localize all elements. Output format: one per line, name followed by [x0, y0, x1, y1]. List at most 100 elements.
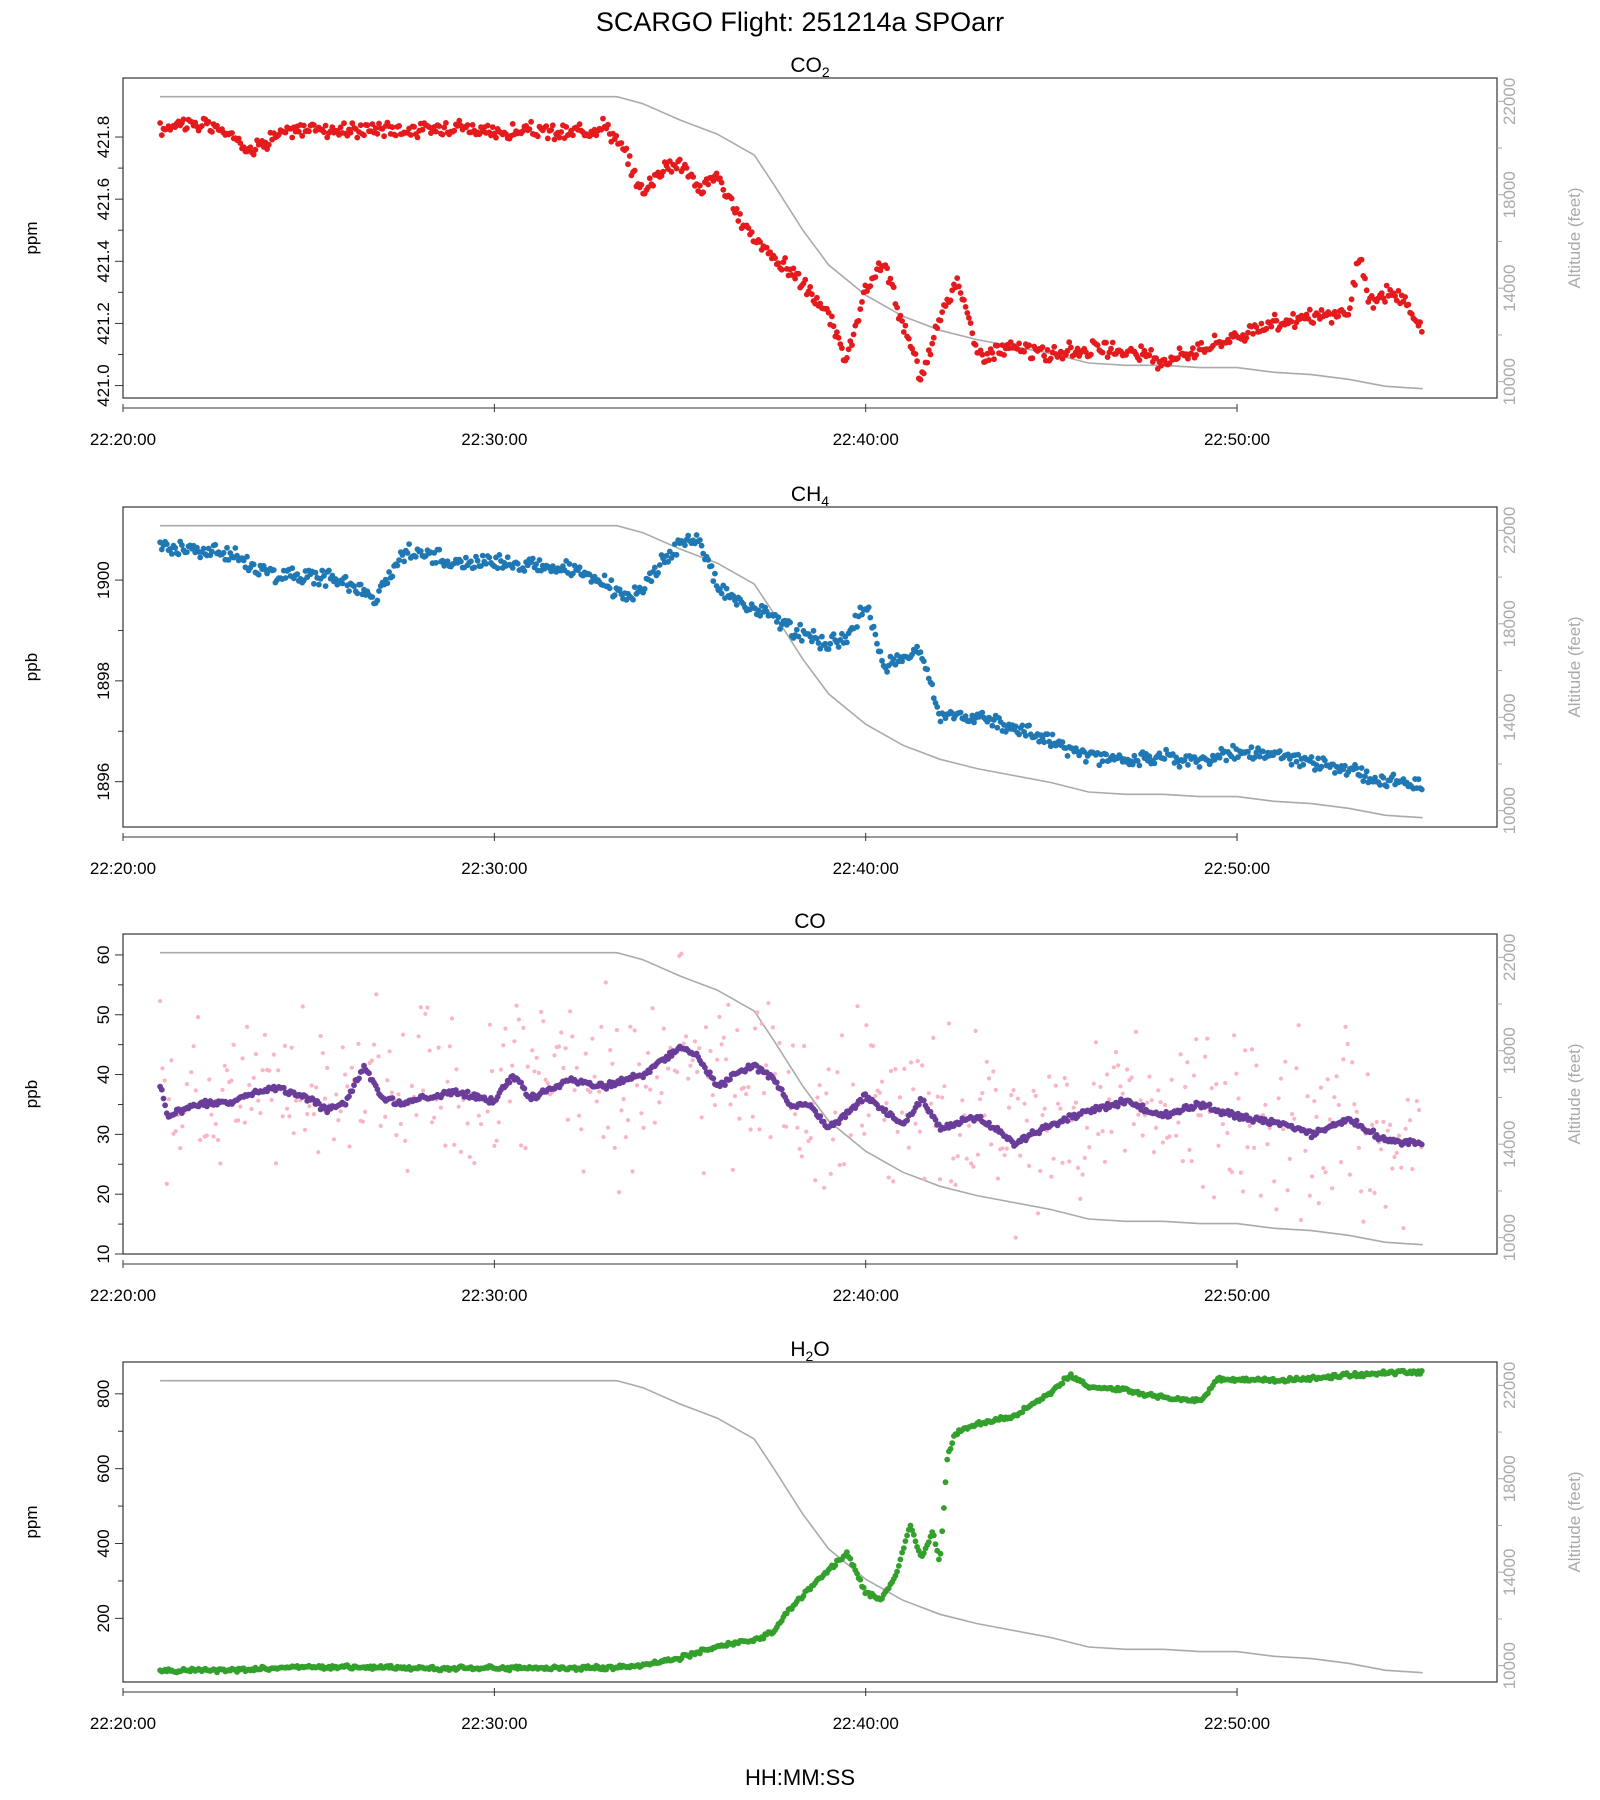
- data-point: [850, 1562, 857, 1569]
- co-raw-point: [465, 1121, 470, 1126]
- data-point: [1103, 751, 1109, 758]
- data-point: [433, 128, 439, 135]
- data-point: [1064, 753, 1071, 759]
- data-point: [576, 564, 583, 571]
- co-raw-point: [830, 1137, 836, 1142]
- co-raw-point: [986, 1076, 992, 1081]
- co-raw-point: [1316, 1201, 1321, 1206]
- data-point: [349, 120, 356, 127]
- data-point: [1158, 362, 1164, 369]
- data-point: [1190, 345, 1196, 351]
- co-raw-point: [236, 1118, 241, 1123]
- data-point: [809, 638, 815, 645]
- co-raw-point: [494, 1138, 499, 1143]
- data-point: [1026, 722, 1032, 729]
- co-raw-point: [267, 1068, 272, 1073]
- co-raw-point: [735, 1028, 740, 1033]
- co-raw-point: [873, 1093, 878, 1098]
- data-point: [857, 306, 864, 312]
- data-point: [439, 131, 446, 138]
- data-point: [929, 681, 936, 688]
- data-point: [1141, 347, 1148, 354]
- data-point: [322, 583, 329, 589]
- data-point: [894, 1568, 900, 1575]
- data-point: [1258, 320, 1265, 327]
- data-point: [386, 569, 392, 575]
- data-point: [927, 351, 934, 358]
- data-point: [1271, 311, 1278, 318]
- co-raw-point: [383, 1114, 388, 1119]
- data-point: [797, 621, 804, 628]
- co-raw-point: [922, 1176, 927, 1181]
- data-point: [521, 568, 528, 574]
- co-raw-point: [423, 1011, 428, 1016]
- data-point: [1081, 749, 1088, 755]
- data-point: [713, 170, 720, 177]
- data-point: [1358, 256, 1365, 263]
- co-raw-point: [1071, 1105, 1076, 1110]
- co-raw-point: [1031, 1088, 1036, 1093]
- co-raw-point: [1390, 1166, 1395, 1171]
- co-raw-point: [1105, 1072, 1110, 1077]
- x-tick-label: 22:30:00: [461, 1286, 527, 1305]
- co-raw-point: [683, 1034, 689, 1039]
- data-point: [735, 218, 742, 224]
- panel-title-subscript: 4: [821, 493, 829, 509]
- co-raw-point: [1352, 1102, 1357, 1107]
- data-point: [1016, 731, 1022, 738]
- data-point: [964, 310, 971, 316]
- data-point: [860, 1584, 867, 1591]
- data-point: [957, 709, 964, 716]
- data-point: [668, 168, 675, 175]
- co-raw-point: [331, 1137, 336, 1142]
- co-raw-point: [605, 1125, 611, 1130]
- data-point: [479, 552, 486, 559]
- data-point: [414, 134, 421, 141]
- co-raw-point: [906, 1145, 911, 1150]
- data-point: [917, 376, 924, 383]
- data-point: [971, 719, 977, 726]
- data-point: [321, 573, 327, 579]
- data-point: [1345, 311, 1352, 318]
- data-point: [1226, 339, 1233, 346]
- co-raw-point: [325, 1065, 330, 1070]
- co-raw-point: [1307, 1193, 1312, 1198]
- co-raw-point: [1009, 1093, 1014, 1098]
- data-point: [857, 1576, 864, 1583]
- co-raw-point: [815, 1095, 820, 1100]
- data-point: [200, 545, 207, 552]
- data-point: [1029, 355, 1036, 362]
- data-point: [760, 1635, 767, 1642]
- data-point: [854, 1570, 860, 1577]
- data-point: [685, 532, 692, 539]
- co-raw-point: [1191, 1073, 1197, 1078]
- data-point: [872, 274, 879, 280]
- data-point: [932, 1116, 939, 1123]
- co-raw-point: [510, 1063, 515, 1068]
- data-point: [912, 351, 919, 357]
- co-raw-point: [594, 1099, 599, 1104]
- co-raw-point: [1129, 1075, 1134, 1080]
- co-raw-point: [1245, 1145, 1250, 1150]
- co-raw-point: [888, 1068, 894, 1074]
- panel-1: CO2 ppm Altitude (feet) 421.0 421.2 421.4 421.…: [22, 54, 1584, 449]
- co-raw-point: [621, 1097, 626, 1102]
- co-raw-point: [975, 1152, 981, 1157]
- co-raw-point: [701, 1171, 706, 1176]
- data-point: [1091, 1108, 1098, 1115]
- y2-tick-label: 10000: [1500, 358, 1519, 405]
- data-point: [907, 1522, 914, 1529]
- co-raw-point: [1087, 1145, 1092, 1150]
- co-raw-point: [690, 1058, 695, 1063]
- data-point: [904, 1532, 910, 1539]
- x-tick-label: 22:40:00: [833, 1714, 899, 1733]
- data-point: [1131, 752, 1138, 759]
- co-raw-point: [211, 1134, 216, 1139]
- co-raw-point: [1410, 1167, 1415, 1172]
- data-point: [902, 322, 909, 329]
- data-point: [458, 558, 464, 565]
- data-point: [180, 116, 187, 123]
- data-point: [623, 145, 630, 152]
- co-raw-point: [1082, 1155, 1087, 1160]
- data-point: [748, 229, 755, 236]
